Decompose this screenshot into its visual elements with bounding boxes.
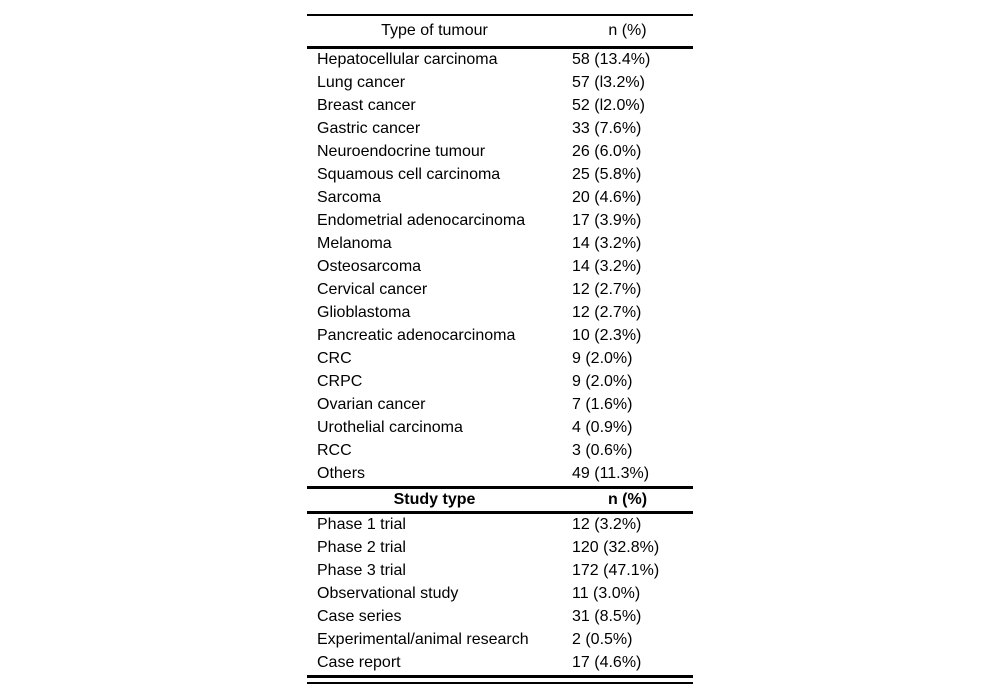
row-label: Pancreatic adenocarcinoma [317,327,516,344]
divider-bottom-inner [307,681,693,684]
table-row: CRC 9 (2.0%) [307,348,693,371]
row-value: 2 (0.5%) [572,631,633,648]
row-value: 14 (3.2%) [572,235,642,252]
table-row: CRPC 9 (2.0%) [307,371,693,394]
row-label: Endometrial adenocarcinoma [317,212,526,229]
row-label: CRC [317,350,352,367]
table-row: Glioblastoma 12 (2.7%) [307,302,693,325]
row-label: Lung cancer [317,74,406,91]
table-row: Sarcoma 20 (4.6%) [307,187,693,210]
table-row: Urothelial carcinoma 4 (0.9%) [307,417,693,440]
table-row: Case series 31 (8.5%) [307,606,693,629]
table-row: Melanoma 14 (3.2%) [307,233,693,256]
row-label: Gastric cancer [317,120,421,137]
row-value: 120 (32.8%) [572,539,660,556]
row-value: 11 (3.0%) [572,585,641,602]
row-value: 172 (47.1%) [572,562,660,579]
table-row: Pancreatic adenocarcinoma 10 (2.3%) [307,325,693,348]
row-label: RCC [317,442,352,459]
row-label: Phase 3 trial [317,562,406,579]
row-label: Case report [317,654,401,671]
table-row: Breast cancer 52 (l2.0%) [307,95,693,118]
row-value: 20 (4.6%) [572,189,642,206]
row-label: Urothelial carcinoma [317,419,463,436]
header-study-type: Study type [393,490,476,508]
row-label: Glioblastoma [317,304,411,321]
table-row: Endometrial adenocarcinoma 17 (3.9%) [307,210,693,233]
row-label: Phase 1 trial [317,516,406,533]
row-value: 9 (2.0%) [572,373,633,390]
row-label: Sarcoma [317,189,382,206]
row-value: 12 (3.2%) [572,516,642,533]
row-label: Others [317,465,366,482]
divider-under-study-header [307,510,693,514]
row-value: 33 (7.6%) [572,120,642,137]
table-row: Hepatocellular carcinoma 58 (13.4%) [307,49,693,72]
table-row: Ovarian cancer 7 (1.6%) [307,394,693,417]
divider-bottom-outer [307,674,693,678]
table-row: Phase 2 trial 120 (32.8%) [307,537,693,560]
row-label: Experimental/animal research [317,631,529,648]
row-value: 52 (l2.0%) [572,97,645,114]
table-header-row-study: Study type n (%) [307,489,693,511]
tumour-study-table: Type of tumour n (%) Hepatocellular carc… [307,14,693,684]
row-value: 12 (2.7%) [572,281,642,298]
table-header-row-tumour: Type of tumour n (%) [307,16,693,46]
row-label: CRPC [317,373,363,390]
row-label: Phase 2 trial [317,539,406,556]
row-label: Case series [317,608,402,625]
row-value: 9 (2.0%) [572,350,633,367]
header-n-percent: n (%) [607,490,648,508]
table-row: Squamous cell carcinoma 25 (5.8%) [307,164,693,187]
header-n-percent: n (%) [608,21,647,39]
table-row: Phase 3 trial 172 (47.1%) [307,560,693,583]
row-value: 17 (3.9%) [572,212,642,229]
table-row: Phase 1 trial 12 (3.2%) [307,514,693,537]
row-value: 31 (8.5%) [572,608,642,625]
row-label: Ovarian cancer [317,396,426,413]
row-value: 26 (6.0%) [572,143,642,160]
table-row: Osteosarcoma 14 (3.2%) [307,256,693,279]
row-value: 49 (11.3%) [572,465,650,482]
row-label: Squamous cell carcinoma [317,166,501,183]
row-value: 57 (l3.2%) [572,74,645,91]
table-row: Others 49 (11.3%) [307,463,693,486]
table-row: Experimental/animal research 2 (0.5%) [307,629,693,652]
row-value: 7 (1.6%) [572,396,633,413]
divider-under-tumour-header [307,45,693,49]
row-value: 12 (2.7%) [572,304,642,321]
row-value: 14 (3.2%) [572,258,642,275]
table-row: Cervical cancer 12 (2.7%) [307,279,693,302]
row-label: Neuroendocrine tumour [317,143,486,160]
divider-top [307,14,693,16]
table-row: Case report 17 (4.6%) [307,652,693,675]
table-row: Observational study 11 (3.0%) [307,583,693,606]
row-label: Melanoma [317,235,392,252]
table-row: Lung cancer 57 (l3.2%) [307,72,693,95]
row-value: 25 (5.8%) [572,166,642,183]
row-label: Hepatocellular carcinoma [317,51,498,68]
header-type-of-tumour: Type of tumour [381,21,488,39]
divider-gap [307,677,693,682]
row-label: Osteosarcoma [317,258,422,275]
divider-above-study-header [307,485,693,489]
table-row: Neuroendocrine tumour 26 (6.0%) [307,141,693,164]
row-label: Observational study [317,585,459,602]
table-row: RCC 3 (0.6%) [307,440,693,463]
row-value: 4 (0.9%) [572,419,633,436]
row-value: 3 (0.6%) [572,442,633,459]
table-row: Gastric cancer 33 (7.6%) [307,118,693,141]
row-label: Cervical cancer [317,281,428,298]
row-value: 10 (2.3%) [572,327,642,344]
row-value: 58 (13.4%) [572,51,651,68]
row-value: 17 (4.6%) [572,654,642,671]
row-label: Breast cancer [317,97,416,114]
